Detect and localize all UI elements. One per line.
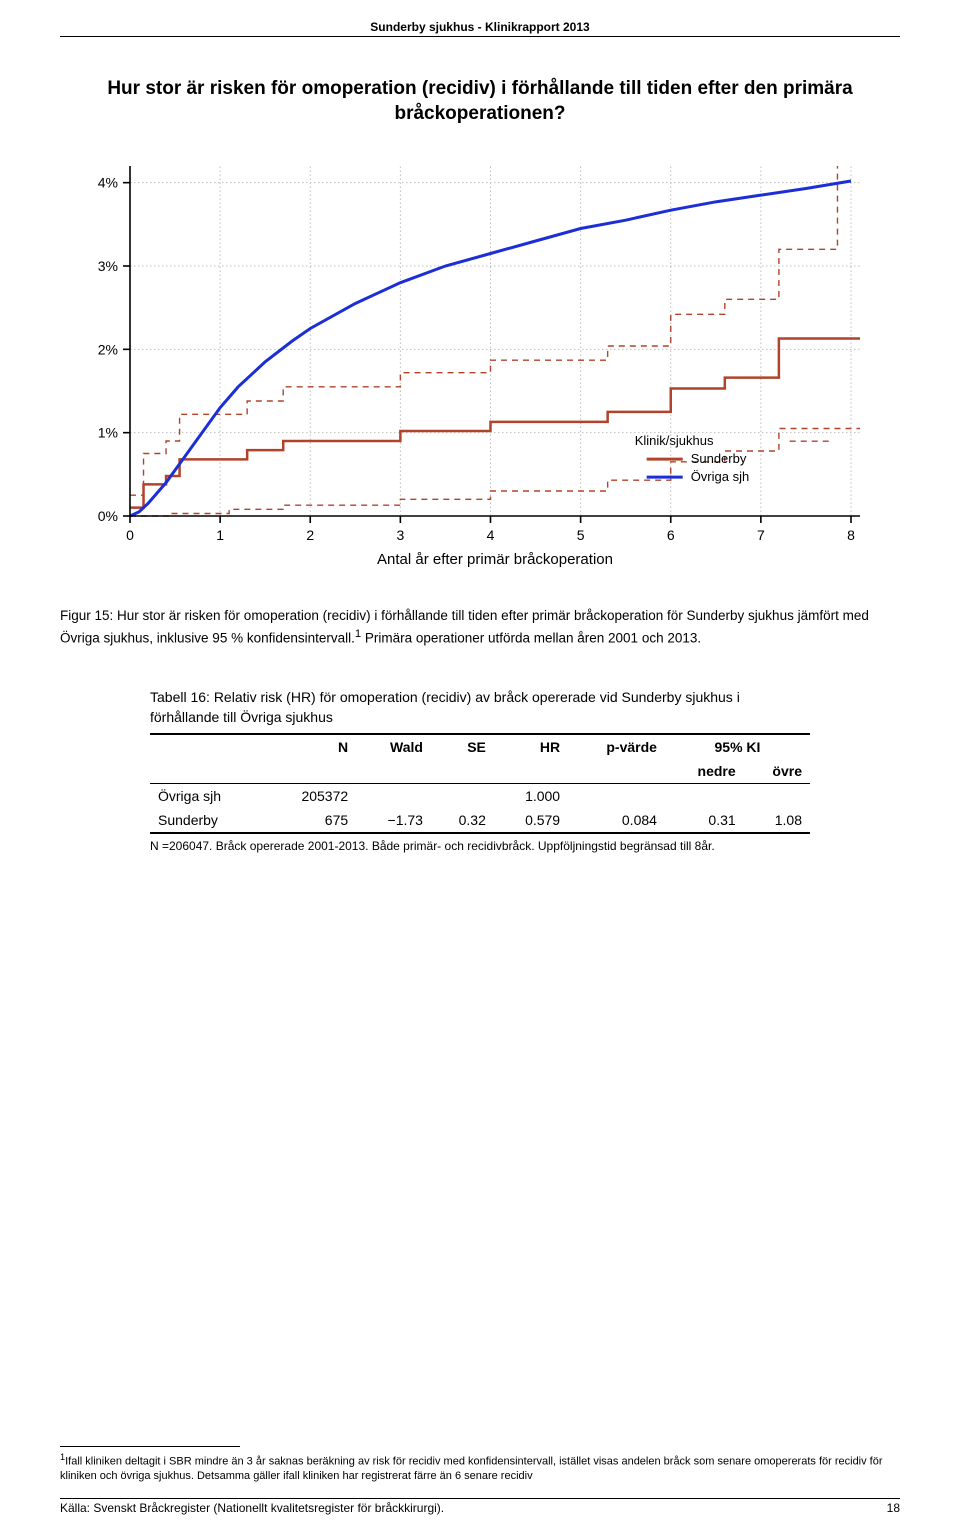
th-n: N xyxy=(265,734,356,759)
cell-wald xyxy=(356,784,431,809)
chart-svg: 0 1 2 3 4 5 6 7 8 0% 1% 2% 3% 4% Antal år efter primär… xyxy=(60,156,880,576)
cell-n: 205372 xyxy=(265,784,356,809)
risk-chart: 0 1 2 3 4 5 6 7 8 0% 1% 2% 3% 4% Antal år efter primär… xyxy=(60,156,900,576)
th-ki: 95% KI xyxy=(665,734,810,759)
svg-text:3%: 3% xyxy=(98,258,118,274)
svg-text:0%: 0% xyxy=(98,508,118,524)
svg-text:4: 4 xyxy=(487,527,495,543)
table-row: Övriga sjh205372 1.000 xyxy=(150,784,810,809)
header-rule xyxy=(60,36,900,37)
svg-text:5: 5 xyxy=(577,527,585,543)
cell-hr: 0.579 xyxy=(494,808,568,833)
svg-text:8: 8 xyxy=(847,527,855,543)
cell-hi: 1.08 xyxy=(744,808,810,833)
svg-text:1: 1 xyxy=(216,527,224,543)
cell-label: Övriga sjh xyxy=(150,784,265,809)
stats-table: N Wald SE HR p-värde 95% KI nedre övre Ö… xyxy=(150,733,810,834)
svg-text:3: 3 xyxy=(396,527,404,543)
svg-text:Klinik/sjukhus: Klinik/sjukhus xyxy=(635,434,714,449)
svg-text:Antal år efter primär bråckope: Antal år efter primär bråckoperation xyxy=(377,551,613,568)
th-nedre: nedre xyxy=(665,759,744,784)
cell-se: 0.32 xyxy=(431,808,494,833)
th-ovre: övre xyxy=(744,759,810,784)
cell-n: 675 xyxy=(265,808,356,833)
footer-rule xyxy=(60,1498,900,1499)
cell-p: 0.084 xyxy=(568,808,665,833)
svg-text:7: 7 xyxy=(757,527,765,543)
cell-wald: −1.73 xyxy=(356,808,431,833)
table-row: Sunderby675−1.730.320.5790.0840.311.08 xyxy=(150,808,810,833)
th-hr: HR xyxy=(494,734,568,759)
svg-text:0: 0 xyxy=(126,527,134,543)
footnote-body: Ifall kliniken deltagit i SBR mindre än … xyxy=(60,1455,883,1482)
svg-text:Sunderby: Sunderby xyxy=(691,452,747,467)
svg-text:1%: 1% xyxy=(98,425,118,441)
svg-text:6: 6 xyxy=(667,527,675,543)
cell-p xyxy=(568,784,665,809)
svg-text:4%: 4% xyxy=(98,175,118,191)
header-title: Sunderby sjukhus - Klinikrapport 2013 xyxy=(60,20,900,34)
svg-text:2%: 2% xyxy=(98,342,118,358)
th-blank xyxy=(150,734,265,759)
th-p: p-värde xyxy=(568,734,665,759)
footer-page: 18 xyxy=(887,1501,900,1515)
page-question: Hur stor är risken för omoperation (reci… xyxy=(100,77,860,126)
table-caption: Tabell 16: Relativ risk (HR) för omopera… xyxy=(150,688,810,727)
svg-text:2: 2 xyxy=(306,527,314,543)
th-wald: Wald xyxy=(356,734,431,759)
table-note: N =206047. Bråck opererade 2001-2013. Bå… xyxy=(150,838,810,854)
cell-hr: 1.000 xyxy=(494,784,568,809)
footer-source: Källa: Svenskt Bråckregister (Nationellt… xyxy=(60,1501,444,1515)
cell-hi xyxy=(744,784,810,809)
figure-caption: Figur 15: Hur stor är risken för omopera… xyxy=(60,606,900,648)
cell-lo: 0.31 xyxy=(665,808,744,833)
footnote-rule xyxy=(60,1446,240,1447)
svg-text:Övriga sjh: Övriga sjh xyxy=(691,470,750,485)
footnote-text: 1Ifall kliniken deltagit i SBR mindre än… xyxy=(60,1451,900,1484)
cell-se xyxy=(431,784,494,809)
caption-suffix: Primära operationer utförda mellan åren … xyxy=(361,630,701,645)
cell-lo xyxy=(665,784,744,809)
th-se: SE xyxy=(431,734,494,759)
cell-label: Sunderby xyxy=(150,808,265,833)
